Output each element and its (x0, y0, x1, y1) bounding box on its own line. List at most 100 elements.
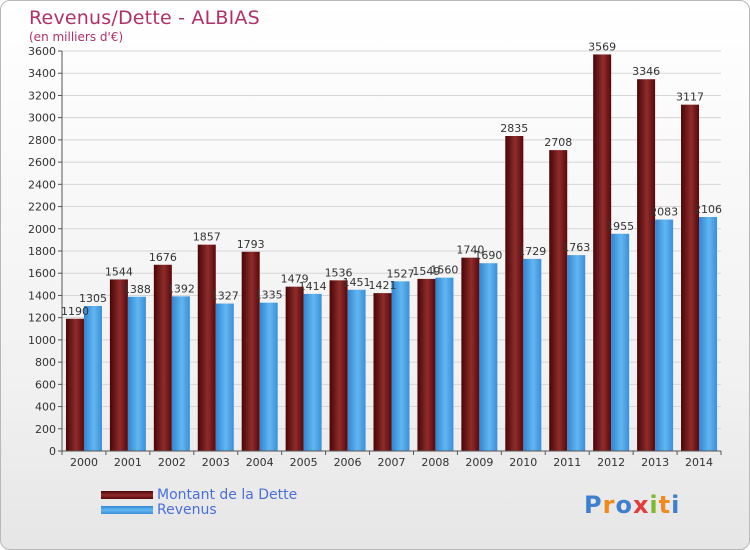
bar-revenus (523, 258, 542, 451)
y-tick-label: 1200 (28, 312, 56, 325)
legend-label-dette: Montant de la Dette (157, 486, 298, 503)
logo-letter: P (584, 491, 603, 519)
value-label: 2083 (650, 206, 678, 219)
x-tick-label: 2003 (202, 456, 230, 469)
x-tick-label: 2007 (378, 456, 406, 469)
legend-item-revenus: Revenus (101, 501, 297, 518)
bar-dette (241, 251, 260, 451)
legend-item-dette: Montant de la Dette (101, 486, 298, 503)
y-tick-label: 2400 (28, 178, 56, 191)
bar-revenus (699, 217, 718, 451)
value-label: 1676 (149, 251, 177, 264)
x-tick-label: 2008 (421, 456, 449, 469)
y-tick-label: 2200 (28, 201, 56, 214)
axes (61, 51, 721, 452)
logo-letter: t (658, 491, 672, 519)
chart-title: Revenus/Dette - ALBIAS (29, 7, 260, 29)
y-tick-label: 3400 (28, 67, 56, 80)
y-tick-label: 1400 (28, 289, 56, 302)
bar-revenus (215, 303, 234, 451)
value-label: 1857 (193, 231, 221, 244)
x-tick-label: 2013 (641, 456, 669, 469)
bar-revenus (435, 277, 454, 451)
value-label: 1549 (412, 265, 440, 278)
proxiti-logo: Proxiti (584, 491, 680, 519)
bar-dette (65, 318, 84, 451)
value-label: 1560 (430, 264, 458, 277)
legend-label-revenus: Revenus (157, 501, 217, 518)
value-label: 3569 (588, 40, 616, 53)
y-tick-label: 0 (49, 445, 56, 458)
y-tick-label: 2800 (28, 134, 56, 147)
bar-dette (153, 264, 172, 451)
bar-dette (681, 104, 700, 452)
y-tick-label: 600 (35, 378, 56, 391)
value-label: 1690 (474, 249, 502, 262)
logo-letter: r (602, 491, 616, 519)
value-label: 1544 (105, 265, 133, 278)
value-label: 1479 (281, 273, 309, 286)
bar-revenus (655, 219, 674, 451)
x-tick-label: 2012 (597, 456, 625, 469)
value-label: 1536 (325, 266, 353, 279)
x-tick-label: 2006 (334, 456, 362, 469)
value-label: 1392 (167, 282, 195, 295)
chart-subtitle: (en milliers d'€) (29, 30, 124, 44)
bar-revenus (171, 296, 190, 451)
x-tick-label: 2001 (114, 456, 142, 469)
bar-revenus (83, 306, 102, 451)
bar-dette (197, 244, 216, 451)
value-label: 2708 (544, 136, 572, 149)
legend-swatch-revenus (101, 505, 153, 514)
value-label: 1388 (123, 283, 151, 296)
x-tick-label: 2005 (290, 456, 318, 469)
y-tick-label: 1800 (28, 245, 56, 258)
x-tick-label: 2011 (553, 456, 581, 469)
y-tick-label: 3000 (28, 112, 56, 125)
bar-revenus (259, 302, 278, 451)
y-tick-label: 200 (35, 423, 56, 436)
value-label: 1421 (369, 279, 397, 292)
legend: Montant de la Dette Revenus (101, 486, 298, 518)
value-label: 1335 (255, 289, 283, 302)
legend-swatch-dette (101, 490, 153, 499)
y-tick-label: 800 (35, 356, 56, 369)
bar-dette (329, 280, 348, 451)
bar-revenus (391, 281, 410, 451)
y-tick-label: 3600 (28, 45, 56, 58)
y-tick-label: 1600 (28, 267, 56, 280)
x-tick-label: 2014 (685, 456, 713, 469)
value-label: 1955 (606, 220, 634, 233)
bar-dette (417, 278, 436, 451)
bar-dette (505, 136, 524, 451)
logo-letter: o (615, 491, 633, 519)
y-tick-label: 3200 (28, 89, 56, 102)
bar-dette (637, 79, 656, 451)
value-label: 1327 (211, 290, 239, 303)
bar-dette (593, 54, 612, 451)
bar-revenus (127, 296, 146, 451)
bar-revenus (347, 289, 366, 451)
value-label: 1414 (299, 280, 327, 293)
value-label: 1740 (456, 244, 484, 257)
value-label: 3117 (676, 91, 704, 104)
logo-letter: x (632, 491, 650, 519)
x-tick-label: 2002 (158, 456, 186, 469)
bar-dette (373, 293, 392, 451)
value-label: 1451 (343, 276, 371, 289)
value-label: 1763 (562, 241, 590, 254)
bar-revenus (567, 255, 586, 451)
bar-dette (109, 279, 128, 451)
y-tick-label: 2600 (28, 156, 56, 169)
value-label: 1729 (518, 245, 546, 258)
x-axis-ticks: 2000 2001 2002 2003 2004 2005 2006 2007 2008 2009… (61, 451, 722, 469)
value-label: 1793 (237, 238, 265, 251)
value-label: 3346 (632, 65, 660, 78)
bar-dette (285, 286, 304, 451)
y-axis-ticks: 0 200 400 600 800 1000 1200 1400 1600 1800 2000 220… (28, 45, 62, 458)
bar-revenus (479, 263, 498, 451)
value-label: 1190 (61, 305, 89, 318)
